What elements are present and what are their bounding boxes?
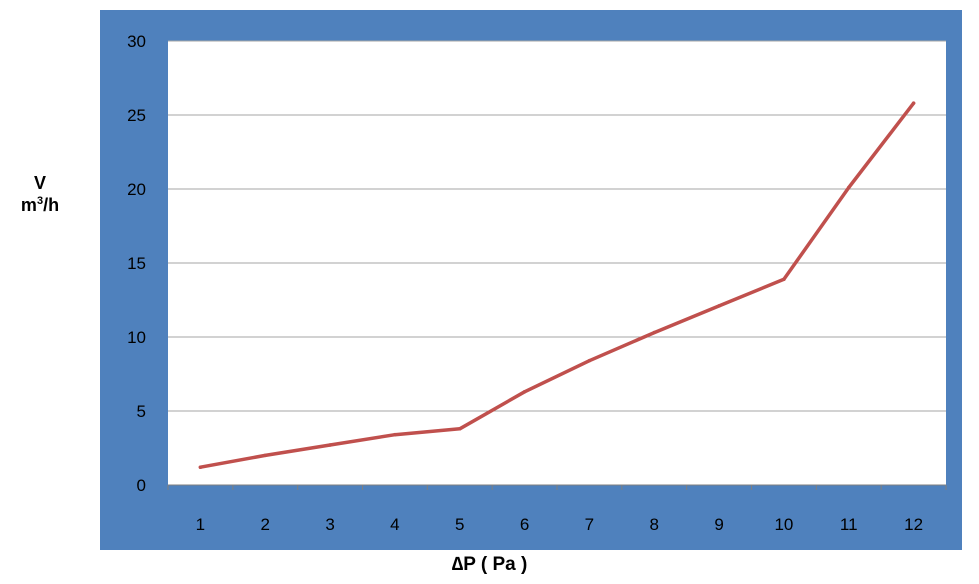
x-tick-label: 9 <box>714 515 723 534</box>
y-tick-label: 15 <box>127 254 146 273</box>
x-tick-label: 11 <box>840 515 858 534</box>
x-tick-label: 10 <box>774 515 793 534</box>
x-tick-labels: 1 2 3 4 5 6 7 8 9 10 11 12 <box>196 515 923 534</box>
data-point <box>198 465 203 469</box>
y-axis-label: V m3/h <box>12 172 68 216</box>
data-point <box>522 390 527 394</box>
y-tick-label: 10 <box>127 328 146 347</box>
y-axis-unit: m3/h <box>12 194 68 216</box>
data-point <box>393 432 397 437</box>
y-axis-unit-exponent: 3 <box>36 195 44 207</box>
x-tick-label: 2 <box>261 515 270 534</box>
x-tick-label: 4 <box>390 515 399 534</box>
data-point <box>458 427 462 431</box>
data-point <box>717 304 721 308</box>
y-axis-unit-base: m <box>20 195 37 215</box>
series-layer <box>198 101 916 469</box>
y-tick-label: 20 <box>127 180 146 199</box>
data-point <box>263 453 267 458</box>
data-point <box>911 101 916 105</box>
gridlines <box>168 40 946 412</box>
y-tick-label: 30 <box>127 32 146 51</box>
x-tick-label: 1 <box>196 515 205 534</box>
x-tick-label: 12 <box>904 515 923 534</box>
axes <box>167 484 947 490</box>
y-axis-symbol: V <box>33 173 46 193</box>
data-point <box>652 330 656 335</box>
y-tick-label: 5 <box>137 402 146 421</box>
y-tick-label: 0 <box>137 476 146 495</box>
x-axis-label: ∆P ( Pa ) <box>451 554 528 575</box>
data-point <box>587 358 592 363</box>
data-point <box>782 277 786 282</box>
y-tick-label: 25 <box>127 106 146 125</box>
y-tick-labels: 0 5 10 15 20 25 30 <box>127 32 146 495</box>
x-tick-label: 3 <box>325 515 334 534</box>
data-point <box>847 185 851 190</box>
data-point <box>328 443 332 447</box>
series-line-0 <box>198 101 916 469</box>
x-tick-label: 5 <box>455 515 464 534</box>
x-tick-label: 8 <box>650 515 659 534</box>
y-axis-unit-tail: /h <box>43 195 60 215</box>
x-tick-label: 7 <box>585 515 594 534</box>
x-tick-label: 6 <box>520 515 529 534</box>
